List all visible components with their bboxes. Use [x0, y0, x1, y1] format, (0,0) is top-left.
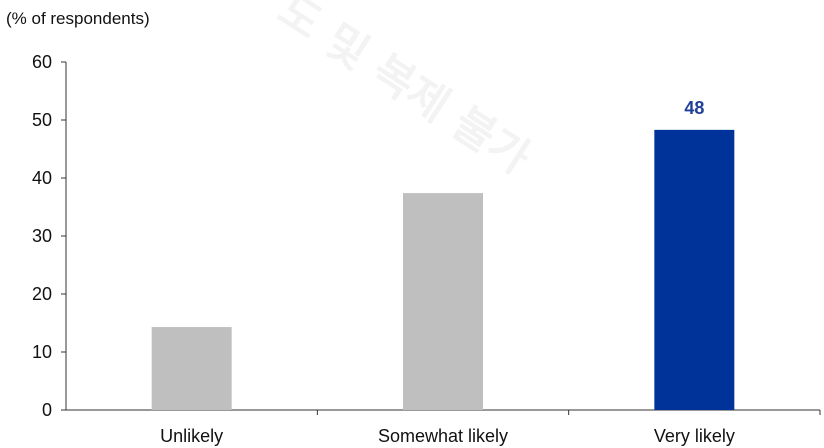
chart-marks: 0 10 20 30 40 50 60 Unlikely Somewhat likely Very… — [32, 52, 821, 446]
watermark: 도 및 복제 불가 — [269, 0, 539, 185]
y-tick-label: 40 — [32, 168, 52, 188]
x-tick-label: Unlikely — [160, 426, 223, 446]
x-tick-label: Very likely — [654, 426, 735, 446]
y-tick-label: 0 — [42, 400, 52, 420]
y-axis-title: (% of respondents) — [6, 9, 150, 28]
y-tick-label: 60 — [32, 52, 52, 72]
bar-unlikely — [151, 327, 232, 410]
watermark-group: 도 및 복제 불가 — [269, 0, 539, 185]
data-label: 48 — [684, 98, 704, 118]
bar-very-likely — [654, 129, 735, 411]
y-tick-label: 30 — [32, 226, 52, 246]
y-tick-label: 20 — [32, 284, 52, 304]
bar-somewhat-likely — [403, 193, 483, 410]
x-tick-label: Somewhat likely — [378, 426, 508, 446]
y-tick-label: 10 — [32, 342, 52, 362]
y-tick-label: 50 — [32, 110, 52, 130]
